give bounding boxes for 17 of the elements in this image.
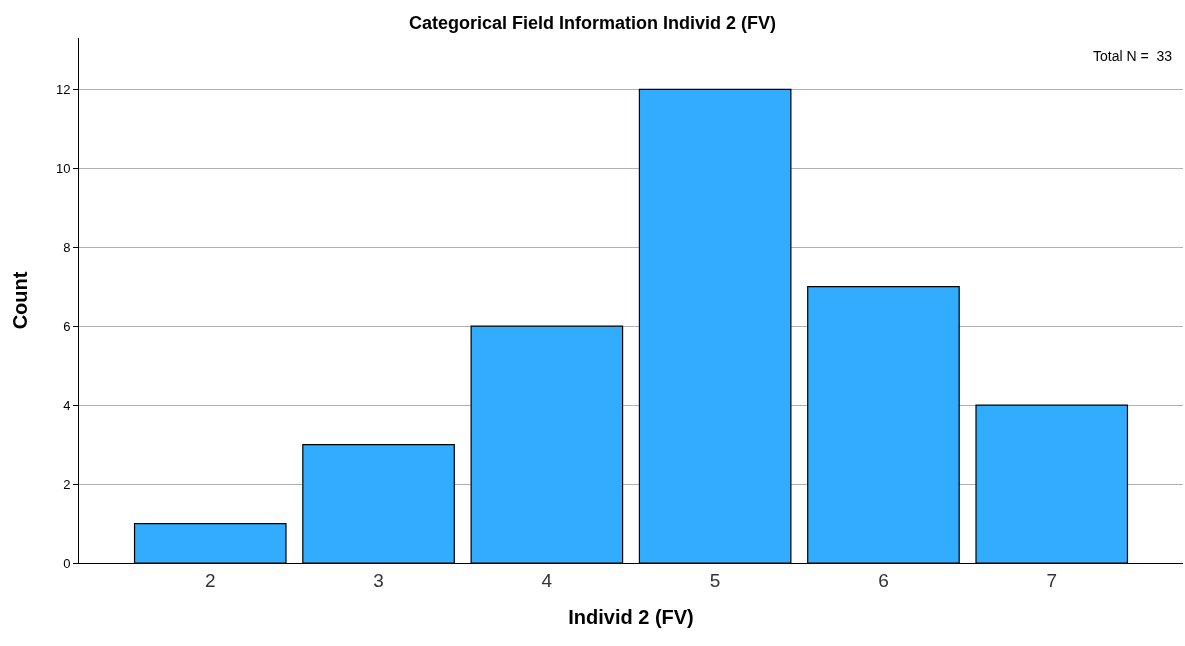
y-tick-label: 12 (55, 81, 71, 97)
x-tick-label: 2 (204, 569, 216, 591)
x-tick-label: 5 (709, 569, 721, 591)
x-tick-label: 3 (373, 569, 384, 591)
y-tick-label: 8 (63, 239, 71, 255)
x-axis-title: Individ 2 (FV) (568, 606, 694, 629)
chart-title: Categorical Field Information Individ 2 (FV) (408, 12, 777, 33)
y-tick-label: 6 (63, 318, 71, 334)
y-tick-label: 4 (63, 397, 71, 413)
y-axis-title: Count (9, 271, 32, 330)
x-tick-label: 6 (878, 569, 889, 591)
annotation: Total N = 33 (1093, 48, 1173, 64)
y-tick-label: 0 (63, 555, 71, 571)
y-tick-label: 10 (55, 160, 71, 176)
y-tick-label: 2 (63, 476, 71, 492)
x-tick-label: 7 (1046, 569, 1058, 591)
x-tick-label: 4 (541, 569, 553, 591)
